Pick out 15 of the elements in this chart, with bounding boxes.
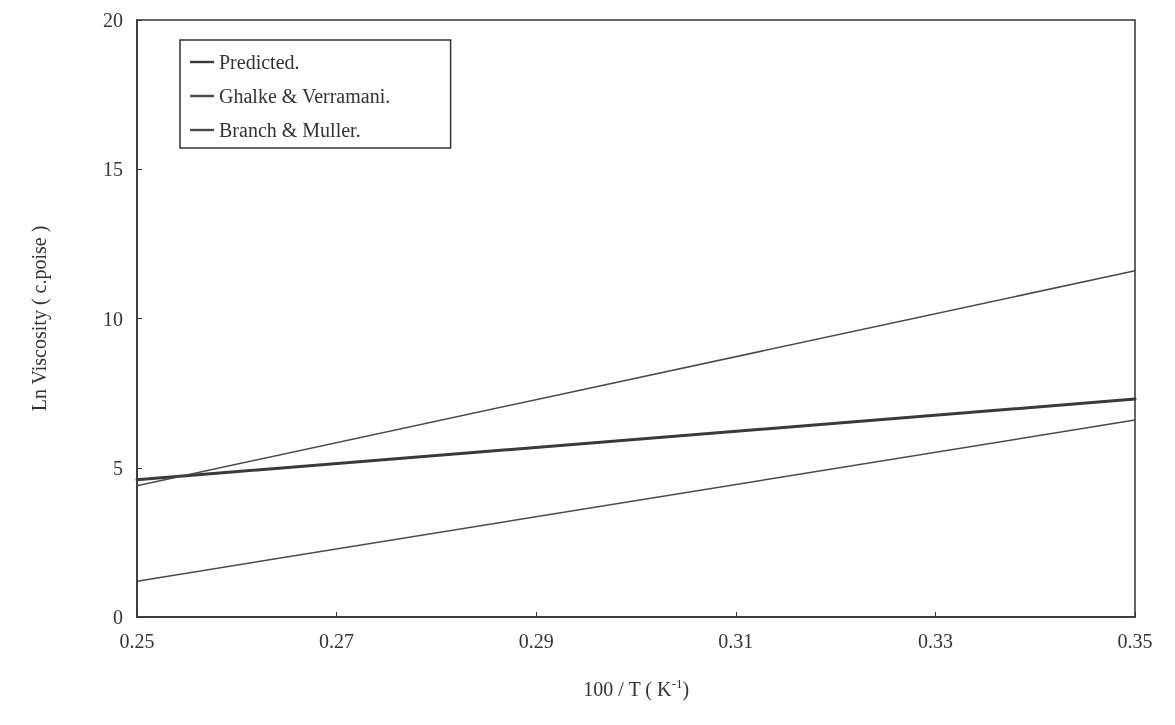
x-tick-label: 0.31	[718, 630, 754, 652]
legend-label: Branch & Muller.	[219, 119, 361, 141]
x-tick-label: 0.25	[119, 630, 155, 652]
y-tick-label: 0	[113, 606, 123, 628]
y-tick-label: 5	[113, 456, 123, 479]
y-tick-label: 15	[103, 158, 123, 181]
x-tick-label: 0.29	[518, 630, 554, 652]
legend-label: Predicted.	[219, 51, 300, 73]
y-axis-title: Ln Viscosity ( c.poise )	[28, 225, 51, 412]
legend-label: Ghalke & Verramani.	[219, 85, 391, 107]
x-tick-label: 0.35	[1117, 630, 1153, 652]
y-tick-label: 20	[103, 9, 123, 31]
y-tick-label: 10	[103, 307, 123, 330]
x-tick-label: 0.27	[319, 630, 355, 652]
x-tick-label: 0.33	[917, 630, 953, 652]
